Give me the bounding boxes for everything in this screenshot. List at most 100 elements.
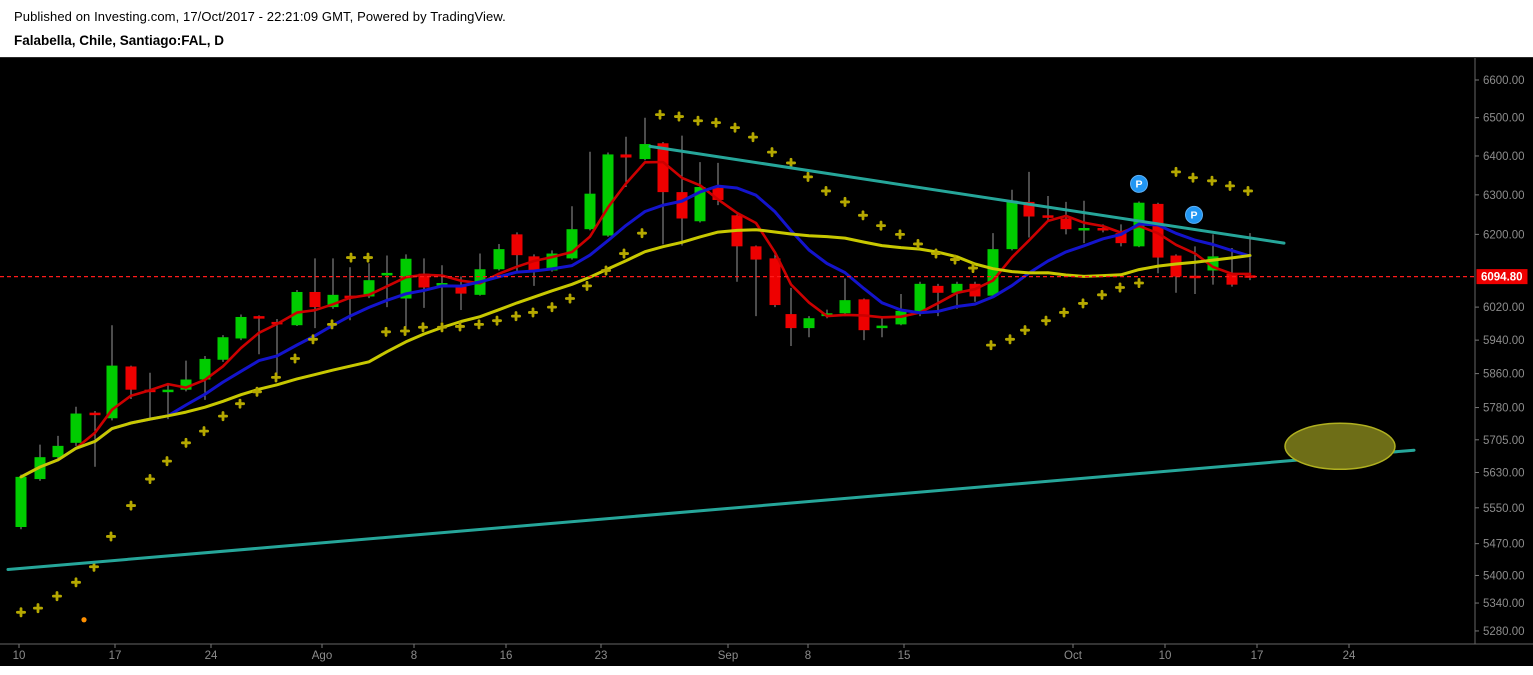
candle bbox=[858, 298, 870, 341]
candle bbox=[785, 287, 797, 346]
candle-body-down bbox=[125, 366, 137, 390]
candle-body-up bbox=[584, 193, 596, 230]
candle bbox=[144, 372, 156, 419]
candle bbox=[418, 258, 430, 308]
price-label: 6500.00 bbox=[1483, 113, 1525, 125]
candle bbox=[1226, 247, 1238, 287]
candle-body-up bbox=[291, 291, 303, 326]
time-label: 10 bbox=[13, 650, 26, 662]
candle-body-down bbox=[418, 273, 430, 288]
candle-body-up bbox=[363, 280, 375, 297]
candle bbox=[217, 335, 229, 362]
annotation-ellipse[interactable] bbox=[1284, 422, 1396, 471]
candlestick-series bbox=[15, 117, 1256, 530]
candle-body-down bbox=[89, 412, 101, 416]
candle bbox=[914, 281, 926, 317]
pattern-marker[interactable]: P bbox=[1185, 205, 1203, 224]
sar-dot bbox=[1171, 166, 1181, 177]
candle bbox=[657, 142, 669, 245]
pattern-marker-label: P bbox=[1190, 210, 1197, 222]
price-axis[interactable]: 6600.00 6500.00 6400.00 6300.00 6200.00 6020.… bbox=[1474, 58, 1525, 644]
sar-dot bbox=[1041, 315, 1051, 326]
candle-body-up bbox=[639, 144, 651, 160]
sar-dot bbox=[381, 326, 391, 337]
candle-body-up bbox=[914, 283, 926, 312]
trendline-descending-resistance[interactable] bbox=[648, 144, 1286, 245]
candle bbox=[750, 245, 762, 317]
candle-body-down bbox=[1152, 203, 1164, 258]
candle-body-down bbox=[253, 316, 265, 319]
sar-dot bbox=[181, 437, 191, 448]
candle bbox=[731, 214, 743, 282]
candle-body-up bbox=[217, 337, 229, 360]
candle-body-up bbox=[546, 253, 558, 271]
sar-dot bbox=[582, 280, 592, 291]
candle bbox=[474, 253, 486, 296]
sar-dot bbox=[730, 122, 740, 133]
candle bbox=[1060, 201, 1072, 235]
time-label: 24 bbox=[1343, 650, 1356, 662]
candle-body-down bbox=[1060, 218, 1072, 230]
sar-dot bbox=[968, 263, 978, 274]
price-label: 6200.00 bbox=[1483, 229, 1525, 241]
sar-dot bbox=[748, 132, 758, 143]
candle bbox=[52, 435, 64, 460]
candle bbox=[1170, 254, 1182, 293]
time-axis[interactable]: 10 17 24 Ago 8 16 23 Sep 8 15 Oct 10 17 24 bbox=[0, 643, 1533, 662]
sar-dot bbox=[89, 561, 99, 572]
candle-body-up bbox=[566, 229, 578, 259]
candle bbox=[584, 151, 596, 231]
sar-dot bbox=[1078, 298, 1088, 309]
candle bbox=[639, 117, 651, 161]
sar-dot bbox=[1020, 325, 1030, 336]
time-label: 10 bbox=[1159, 650, 1172, 662]
candle bbox=[381, 255, 393, 308]
sar-dot bbox=[803, 171, 813, 182]
candle bbox=[769, 253, 781, 308]
candle-body-up bbox=[70, 413, 82, 443]
time-label: 17 bbox=[109, 650, 122, 662]
sar-dot bbox=[52, 591, 62, 602]
sar-dot bbox=[1097, 289, 1107, 300]
trendline-ascending-support[interactable] bbox=[6, 448, 1416, 572]
candle bbox=[803, 316, 815, 338]
price-label: 5280.00 bbox=[1483, 626, 1525, 638]
candle bbox=[253, 315, 265, 355]
pattern-marker[interactable]: P bbox=[1130, 174, 1148, 193]
candle bbox=[34, 444, 46, 481]
candle-body-down bbox=[1115, 233, 1127, 244]
candle-body-down bbox=[712, 187, 724, 200]
sar-dot bbox=[693, 115, 703, 126]
candle-body-up bbox=[1078, 227, 1090, 231]
price-label: 5705.00 bbox=[1483, 435, 1525, 447]
candle-body-down bbox=[1189, 275, 1201, 279]
sar-dot bbox=[33, 603, 43, 614]
time-label: 17 bbox=[1251, 650, 1264, 662]
candle-body-down bbox=[750, 246, 762, 260]
time-label: 24 bbox=[205, 650, 218, 662]
price-label: 5400.00 bbox=[1483, 570, 1525, 582]
sar-dot bbox=[71, 577, 81, 588]
candle bbox=[969, 281, 981, 302]
candle-body-up bbox=[235, 316, 247, 339]
candle-body-up bbox=[694, 187, 706, 222]
sar-dot bbox=[786, 157, 796, 168]
candle-body-down bbox=[932, 285, 944, 293]
candle-body-up bbox=[327, 294, 339, 308]
candle-body-up bbox=[199, 358, 211, 380]
price-label: 5940.00 bbox=[1483, 335, 1525, 347]
chart-canvas[interactable]: P P 6600.00 6500.00 6400.00 6300.00 6200.00 602… bbox=[0, 58, 1533, 670]
candle-body-down bbox=[657, 143, 669, 193]
sar-dot bbox=[1005, 334, 1015, 345]
sar-dot bbox=[619, 248, 629, 259]
ma-line-fast bbox=[19, 160, 1252, 479]
sar-dot bbox=[1115, 282, 1125, 293]
sar-dot bbox=[145, 474, 155, 485]
sar-dot bbox=[950, 254, 960, 265]
sar-dot bbox=[271, 372, 281, 383]
time-label: Oct bbox=[1064, 650, 1083, 662]
candle-body-down bbox=[676, 192, 688, 219]
sar-dot bbox=[252, 386, 262, 397]
sar-dot bbox=[1243, 185, 1253, 196]
candle-body-down bbox=[1226, 273, 1238, 285]
